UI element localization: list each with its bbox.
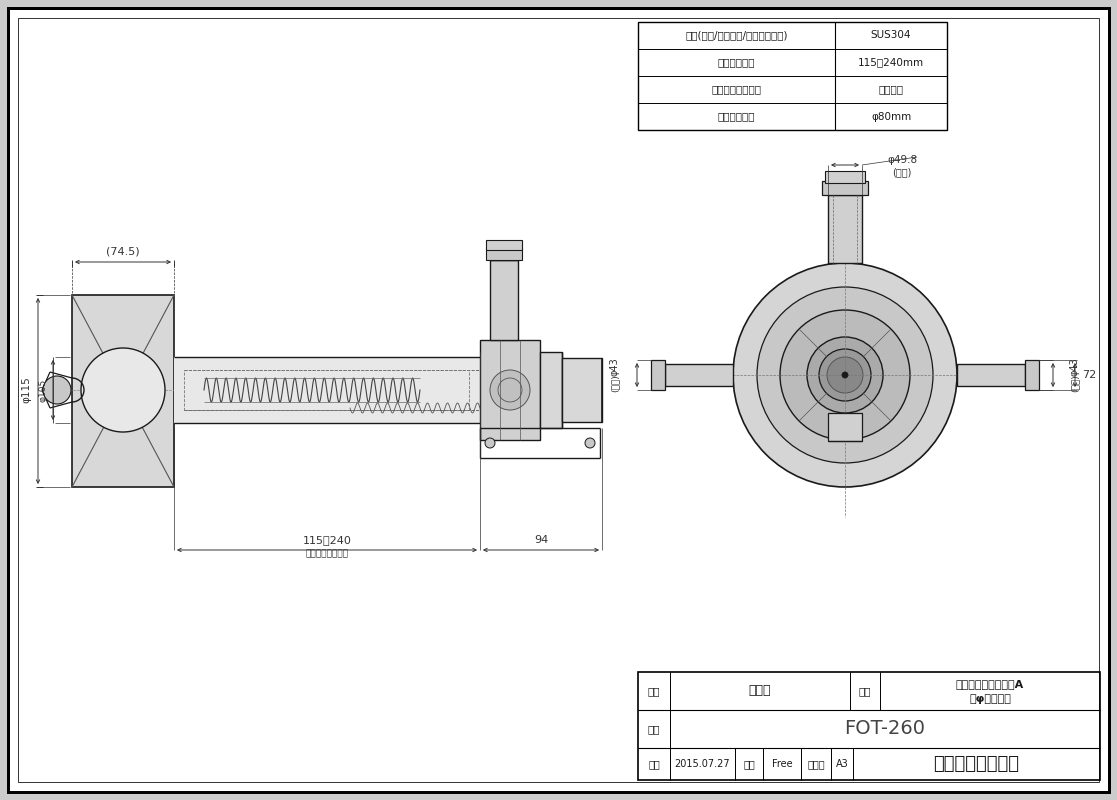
- Text: （φ５０用）: （φ５０用）: [970, 694, 1011, 704]
- Bar: [480, 340, 540, 440]
- Text: φ115: φ115: [21, 377, 31, 403]
- Bar: [486, 248, 522, 260]
- Text: 材質(本体/スリーブ/チャンバー室): 材質(本体/スリーブ/チャンバー室): [685, 30, 787, 41]
- Text: φ49.8: φ49.8: [887, 155, 917, 165]
- Text: φ105: φ105: [38, 378, 48, 402]
- Text: サイズ: サイズ: [808, 759, 824, 769]
- Bar: [71, 295, 174, 487]
- Text: (外径): (外径): [1070, 374, 1079, 392]
- Circle shape: [780, 310, 910, 440]
- Text: 斜め全周: 斜め全周: [878, 85, 904, 94]
- Circle shape: [827, 357, 863, 393]
- Text: 型式: 型式: [648, 724, 660, 734]
- Text: 72: 72: [1082, 370, 1096, 380]
- Circle shape: [819, 349, 871, 401]
- Text: SUS304: SUS304: [871, 30, 911, 41]
- Text: リンナイ株式会社: リンナイ株式会社: [934, 755, 1020, 773]
- Circle shape: [733, 263, 957, 487]
- Text: Free: Free: [772, 759, 792, 769]
- Circle shape: [585, 438, 595, 448]
- Text: 2015.07.27: 2015.07.27: [675, 759, 731, 769]
- Text: (外径): (外径): [611, 374, 620, 392]
- Text: A3: A3: [836, 759, 849, 769]
- Text: φ43: φ43: [1070, 358, 1080, 376]
- Circle shape: [757, 287, 933, 463]
- Bar: [562, 358, 602, 422]
- Text: 作成: 作成: [648, 759, 660, 769]
- Bar: [957, 364, 1025, 386]
- Text: φ80mm: φ80mm: [871, 111, 911, 122]
- Circle shape: [842, 372, 848, 378]
- Text: 排気吹き出し方向: 排気吹き出し方向: [712, 85, 762, 94]
- Bar: [486, 240, 522, 250]
- Circle shape: [490, 370, 529, 410]
- Bar: [174, 357, 510, 423]
- Text: 94: 94: [534, 535, 548, 545]
- Text: 115～240: 115～240: [303, 535, 352, 545]
- Text: 標準ウォールトップA: 標準ウォールトップA: [956, 679, 1024, 689]
- Text: 品名: 品名: [859, 686, 871, 696]
- Bar: [822, 181, 868, 195]
- Bar: [651, 360, 665, 390]
- Circle shape: [42, 376, 71, 404]
- Circle shape: [485, 438, 495, 448]
- Bar: [638, 672, 1100, 780]
- Text: 115～240mm: 115～240mm: [858, 58, 924, 67]
- Text: FOT-260: FOT-260: [844, 719, 926, 738]
- Circle shape: [82, 348, 165, 432]
- Text: 尺度: 尺度: [743, 759, 755, 769]
- Bar: [184, 370, 469, 410]
- Text: φ43: φ43: [610, 358, 620, 376]
- Text: 壁厚調整範囲: 壁厚調整範囲: [718, 58, 755, 67]
- Text: （壁厚調整範囲）: （壁厚調整範囲）: [306, 550, 349, 558]
- Text: 外観図: 外観図: [748, 685, 771, 698]
- Bar: [665, 364, 733, 386]
- Bar: [828, 195, 862, 263]
- Bar: [490, 260, 518, 340]
- Bar: [1025, 360, 1039, 390]
- Bar: [540, 352, 562, 428]
- Circle shape: [806, 337, 884, 413]
- Bar: [638, 22, 947, 130]
- Text: (内径): (内径): [892, 167, 911, 177]
- Bar: [828, 413, 862, 441]
- Text: (74.5): (74.5): [106, 247, 140, 257]
- Text: 名称: 名称: [648, 686, 660, 696]
- Text: 壁貫通部穴径: 壁貫通部穴径: [718, 111, 755, 122]
- Bar: [825, 171, 865, 183]
